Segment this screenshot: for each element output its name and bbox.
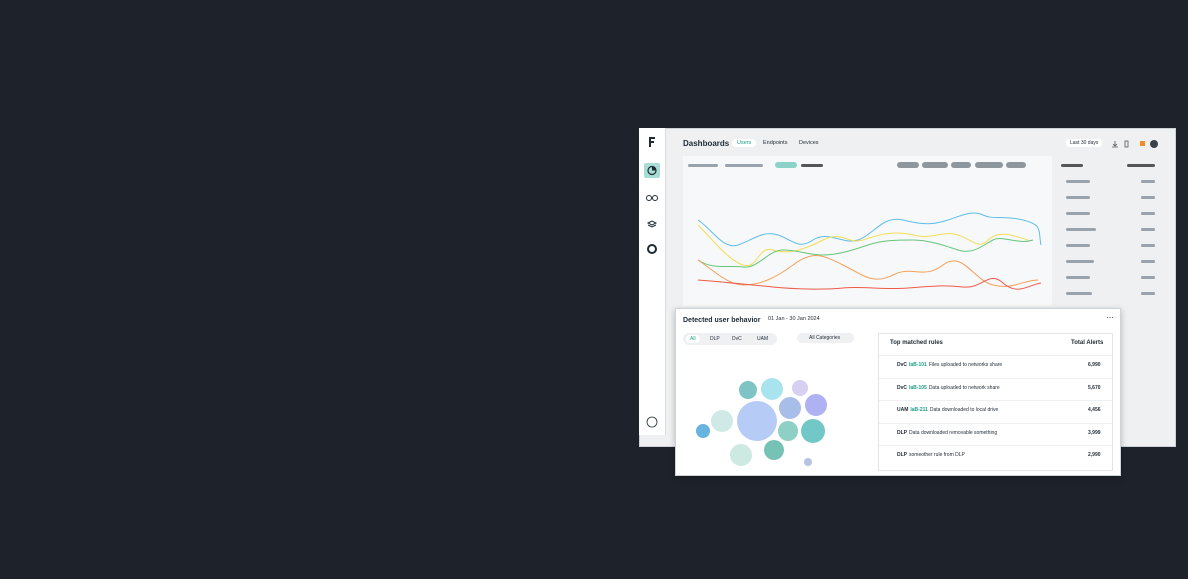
rules-table bbox=[878, 333, 1113, 471]
line-chart bbox=[697, 212, 1042, 290]
alert-count: 3,999 bbox=[1088, 429, 1101, 436]
placeholder bbox=[975, 162, 1003, 168]
row-line bbox=[879, 400, 1112, 401]
rule-id: IaB-101 bbox=[909, 362, 927, 368]
placeholder bbox=[1006, 162, 1026, 168]
alert-count: 2,990 bbox=[1088, 452, 1101, 458]
page-title: Dashboards bbox=[683, 139, 730, 148]
row-line bbox=[879, 422, 1112, 424]
placeholder bbox=[775, 162, 797, 168]
placeholder bbox=[951, 162, 971, 168]
alert-count: 6,990 bbox=[1088, 362, 1101, 368]
sidebar-icons bbox=[644, 137, 660, 428]
rule-name: Data downloaded removable something bbox=[909, 429, 998, 436]
bubble-chart bbox=[696, 378, 827, 466]
row-line bbox=[879, 445, 1112, 446]
tab[interactable]: Endpoints bbox=[763, 140, 788, 146]
filter-bar bbox=[683, 333, 777, 345]
row-line bbox=[879, 377, 1112, 379]
row-line bbox=[879, 355, 1112, 356]
rule-source: UAM bbox=[897, 407, 909, 413]
rule-row[interactable]: DLP Data downloaded removable something bbox=[897, 430, 997, 436]
rule-name: Files uploaded to networks share bbox=[928, 362, 1003, 368]
alert-count: 4,456 bbox=[1088, 407, 1101, 413]
placeholder bbox=[897, 162, 919, 168]
rule-id: IaB-211 bbox=[910, 407, 928, 413]
rule-id: IaB-105 bbox=[909, 384, 927, 391]
rule-source: DLP bbox=[897, 452, 907, 458]
rule-name: Data downloaded to local drive bbox=[929, 407, 999, 413]
header-icons bbox=[1112, 140, 1158, 148]
filter[interactable]: DvC bbox=[732, 336, 742, 342]
alert-count: 5,670 bbox=[1088, 384, 1101, 391]
rule-source: DvC bbox=[897, 384, 908, 391]
category-select[interactable]: All Categories bbox=[797, 333, 855, 343]
card-date: 01 Jan - 30 Jan 2024 bbox=[768, 316, 820, 322]
table-header: Total Alerts bbox=[1071, 340, 1104, 346]
rule-name: someother rule from DLP bbox=[909, 452, 965, 458]
rule-row[interactable]: DvC IaB-105 Data uploaded to network share bbox=[897, 385, 1000, 391]
placeholder bbox=[725, 164, 763, 167]
card-title: Detected user behavior bbox=[683, 317, 761, 324]
rule-name: Data uploaded to network share bbox=[928, 384, 1000, 391]
placeholder bbox=[801, 164, 823, 167]
rule-source: DvC bbox=[897, 362, 908, 368]
tab[interactable]: Users bbox=[732, 139, 757, 147]
sidebar bbox=[639, 128, 666, 435]
chart-panel bbox=[683, 156, 1052, 306]
filter[interactable]: All bbox=[686, 335, 700, 343]
table-header: Top matched rules bbox=[890, 340, 943, 346]
rule-row[interactable]: UAM IaB-211 Data downloaded to local drive bbox=[897, 407, 998, 413]
placeholder bbox=[922, 162, 948, 168]
rule-row[interactable]: DLP someother rule from DLP bbox=[897, 452, 965, 458]
filter[interactable]: UAM bbox=[757, 336, 769, 342]
rule-row[interactable]: DvC IaB-101 Files uploaded to networks sha… bbox=[897, 362, 1002, 368]
side-list bbox=[1060, 162, 1158, 302]
date-range[interactable]: Last 30 days bbox=[1066, 139, 1103, 147]
more-menu[interactable]: ⋯ bbox=[1106, 313, 1114, 322]
rule-source: DLP bbox=[897, 429, 907, 436]
placeholder bbox=[688, 164, 718, 167]
filter[interactable]: DLP bbox=[710, 336, 720, 342]
tab[interactable]: Devices bbox=[799, 140, 819, 146]
